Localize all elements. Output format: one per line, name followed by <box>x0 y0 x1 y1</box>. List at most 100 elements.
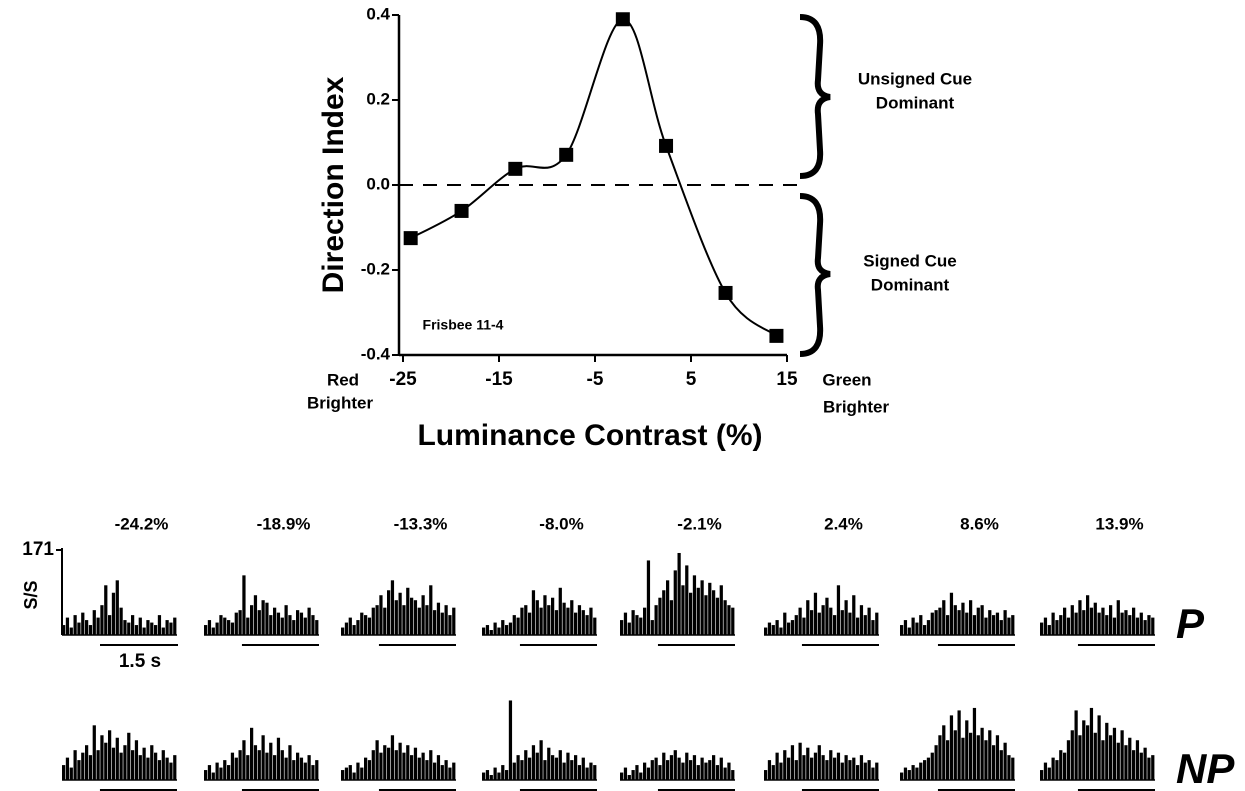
psth-bar <box>402 605 406 635</box>
psth-bar <box>1109 605 1113 635</box>
psth-bar <box>779 762 783 780</box>
psth-bar <box>957 610 961 635</box>
psth-bar <box>207 765 212 780</box>
psth-bar <box>383 745 387 780</box>
scale-label: 1.5 s <box>119 651 161 672</box>
psth-bar <box>988 610 992 635</box>
psth-bar <box>157 615 162 635</box>
psth-bar <box>1059 750 1063 780</box>
psth-bar <box>280 750 284 780</box>
psth-bar <box>146 757 150 780</box>
psth-bar <box>154 752 158 780</box>
psth-bar <box>911 617 915 635</box>
psth-bar <box>62 765 66 780</box>
psth-bar <box>1086 595 1090 635</box>
panel-title: 13.9% <box>1095 514 1143 533</box>
psth-bar <box>833 757 837 780</box>
bracket-label: Signed Cue <box>863 251 957 270</box>
psth-bar <box>65 617 70 635</box>
psth-bar <box>969 732 973 780</box>
psth-bar <box>257 750 261 780</box>
psth-bar <box>280 617 284 635</box>
psth-bar <box>871 620 875 635</box>
psth-bar <box>992 745 996 780</box>
psth-bar <box>708 760 712 780</box>
psth-bar <box>708 582 712 635</box>
x-tick-label: -25 <box>389 369 417 390</box>
psth-bar <box>92 725 96 780</box>
psth-bar <box>639 772 643 780</box>
psth-bar <box>1070 730 1074 780</box>
psth-bar <box>794 615 798 635</box>
psth-bar <box>1066 617 1071 635</box>
psth-bar <box>844 600 848 635</box>
psth-bar <box>623 767 628 780</box>
psth-bar <box>669 755 674 780</box>
psth-bar <box>276 737 281 780</box>
psth-bar <box>387 590 391 635</box>
psth-bar <box>433 610 437 635</box>
psth-bar <box>65 757 70 780</box>
panel-title: -18.9% <box>257 514 311 533</box>
psth-bar <box>589 762 593 780</box>
psth-bar <box>284 757 288 780</box>
psth-bar <box>677 552 681 635</box>
psth-bar <box>1043 617 1048 635</box>
psth-bar <box>273 755 277 780</box>
row-label: P <box>1176 600 1205 647</box>
psth-bar <box>520 760 524 780</box>
psth-bar <box>433 762 437 780</box>
marker <box>454 203 469 218</box>
psth-bar <box>946 740 950 780</box>
psth-bar <box>938 735 942 780</box>
psth-bar <box>980 727 984 780</box>
psth-bar <box>501 765 505 780</box>
psth-bar <box>138 755 142 780</box>
psth-bar <box>969 600 973 635</box>
psth-bar <box>284 605 288 635</box>
psth-bar <box>429 585 433 635</box>
left-label: Brighter <box>307 393 374 412</box>
psth-bar <box>825 597 829 635</box>
psth-bar <box>1003 742 1007 780</box>
psth-bar <box>627 622 631 635</box>
psth-bar <box>269 742 273 780</box>
psth-bar <box>81 612 85 635</box>
psth-bar <box>934 610 938 635</box>
psth-bar <box>493 767 497 780</box>
psth-bar <box>715 597 720 635</box>
psth-bar <box>593 617 597 635</box>
psth-bar <box>543 760 547 780</box>
psth-bar <box>288 615 292 635</box>
psth-bar <box>1089 607 1094 635</box>
psth-bar <box>731 607 735 635</box>
y-tick-label: -0.2 <box>361 259 390 278</box>
psth-bar <box>146 620 150 635</box>
psth-bar <box>440 612 444 635</box>
psth-bar <box>833 615 837 635</box>
y-tick-label: 0.2 <box>366 89 390 108</box>
psth-bar <box>1116 742 1120 780</box>
psth-bar <box>211 627 215 635</box>
psth-bar <box>238 750 242 780</box>
psth-bar <box>875 612 879 635</box>
psth-bar <box>104 585 108 635</box>
psth-bar <box>692 755 697 780</box>
psth-bar <box>127 732 131 780</box>
psth-bar <box>1109 735 1113 780</box>
psth-bar <box>62 625 66 635</box>
psth-bar <box>417 607 421 635</box>
psth-bar <box>965 612 969 635</box>
psth-bar <box>524 750 528 780</box>
psth-bar <box>662 752 666 780</box>
psth-bar <box>1112 727 1117 780</box>
psth-bar <box>566 752 570 780</box>
psth-bar <box>215 762 219 780</box>
psth-bar <box>577 605 582 635</box>
psth-bar <box>984 740 988 780</box>
psth-bar <box>524 605 528 635</box>
psth-y-tick-label: 171 <box>22 539 54 560</box>
psth-bar <box>813 752 818 780</box>
psth-bar <box>406 587 410 635</box>
psth-bar <box>844 755 848 780</box>
